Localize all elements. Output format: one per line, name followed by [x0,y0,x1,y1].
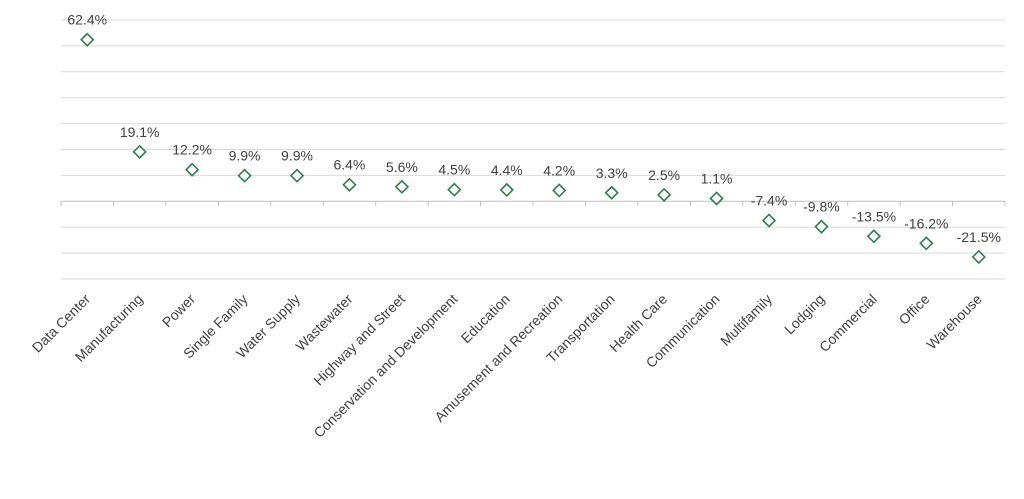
x-axis-ticks [60,201,1006,207]
data-label: 2.5% [648,167,680,183]
data-label: 62.4% [67,12,107,28]
data-point [289,168,305,183]
x-tick-label: Office [895,291,932,328]
data-point [80,32,95,47]
data-label: 19.1% [120,124,160,140]
data-point [656,187,672,202]
data-label: 4.5% [438,162,470,178]
data-label: 9.9% [229,148,261,164]
data-label: 3.3% [596,165,628,181]
data-label: 4.2% [543,162,575,178]
data-label: 6.4% [333,157,365,173]
data-label: -21.5% [957,229,1001,245]
data-point [447,182,462,197]
data-label: 4.4% [491,162,523,178]
data-label: 5.6% [386,159,418,175]
data-point [394,179,410,194]
data-point [971,249,986,265]
x-tick-label: Education [458,291,513,346]
x-tick-label: Highway and Street [310,291,408,389]
data-point [184,162,200,177]
data-label: 12.2% [172,142,212,158]
data-label: -13.5% [852,208,896,224]
data-label: -9.8% [803,199,840,215]
data-point [919,236,934,251]
data-point [237,168,252,183]
data-point [866,229,882,244]
data-point [761,213,777,228]
data-point [342,177,357,192]
data-point [709,191,724,206]
data-point [552,183,567,198]
data-point [814,219,829,234]
data-label: -16.2% [904,215,948,231]
data-point [499,182,514,198]
data-label: 9.9% [281,148,313,164]
data-label: -7.4% [751,192,788,208]
data-labels: 62.4% 19.1% 12.2% 9.9% 9.9% 6.4% 5.6% 4.5% 4.4% 4… [67,12,1001,245]
x-tick-label: Lodging [781,291,828,338]
gridlines [61,19,1005,280]
data-label: 1.1% [701,170,733,186]
data-point [132,144,147,159]
x-tick-label: Multifamily [717,291,775,349]
x-tick-label: Warehouse [923,291,985,353]
data-point [604,185,619,200]
data-markers [80,32,986,265]
x-tick-label: Power [159,291,199,331]
